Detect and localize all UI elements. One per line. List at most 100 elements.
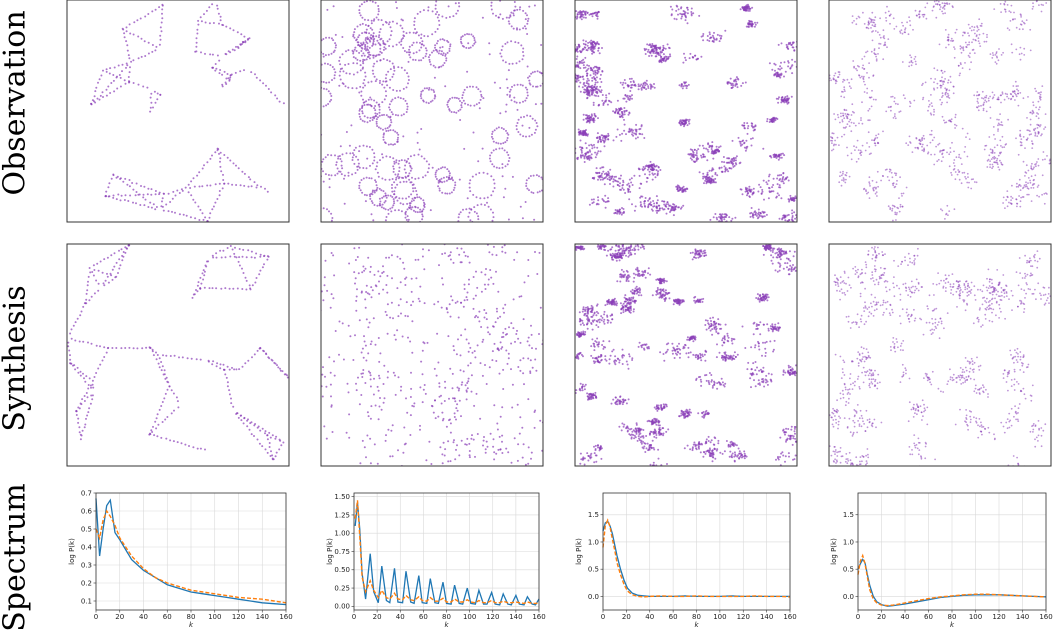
scatter-point	[685, 15, 687, 17]
scatter-point	[335, 47, 337, 49]
scatter-point	[407, 215, 409, 217]
scatter-point	[410, 193, 412, 195]
scatter-point	[375, 168, 377, 170]
scatter-point	[408, 49, 410, 51]
scatter-point	[526, 188, 528, 190]
scatter-point	[390, 100, 392, 102]
scatter-point	[600, 150, 602, 152]
scatter-point	[835, 82, 837, 84]
scatter-point	[363, 1, 365, 3]
scatter-point	[534, 5, 536, 7]
scatter-point	[377, 116, 379, 118]
scatter-point	[455, 112, 457, 114]
scatter-point	[943, 149, 945, 151]
scatter-point	[890, 96, 892, 98]
scatter-point	[971, 30, 973, 32]
scatter-point	[1038, 101, 1040, 103]
scatter-point	[742, 7, 744, 9]
scatter-point	[1003, 146, 1005, 148]
scatter-point	[848, 121, 850, 123]
scatter-point	[1008, 202, 1010, 204]
scatter-point	[605, 94, 607, 96]
scatter-point	[604, 183, 606, 185]
scatter-point	[590, 156, 592, 158]
scatter-point	[596, 154, 598, 156]
scatter-point	[341, 165, 343, 167]
scatter-point	[136, 191, 138, 193]
scatter-point	[487, 173, 489, 175]
scatter-point	[972, 49, 974, 51]
scatter-point	[688, 121, 690, 123]
scatter-point	[473, 43, 475, 45]
scatter-point	[843, 134, 845, 136]
scatter-point	[933, 81, 935, 83]
scatter-point	[581, 18, 583, 20]
scatter-point	[362, 167, 364, 169]
scatter-point	[1038, 185, 1040, 187]
scatter-point	[507, 41, 509, 43]
scatter-point	[593, 104, 595, 106]
scatter-point	[876, 191, 878, 193]
scatter-point	[651, 164, 653, 166]
scatter-point	[781, 217, 783, 219]
scatter-point	[380, 59, 382, 61]
scatter-point	[532, 71, 534, 73]
scatter-point	[584, 57, 586, 59]
scatter-point	[94, 95, 96, 97]
scatter-point	[435, 172, 437, 174]
scatter-point	[859, 153, 861, 155]
scatter-point	[375, 2, 377, 4]
scatter-point	[619, 116, 621, 118]
scatter-point	[372, 73, 374, 75]
scatter-point	[516, 62, 518, 64]
scatter-point	[414, 187, 416, 189]
scatter-point	[507, 134, 509, 136]
scatter-point	[751, 23, 753, 25]
scatter-point	[364, 72, 366, 74]
scatter-point	[501, 56, 503, 58]
scatter-point	[422, 57, 424, 59]
scatter-point	[1019, 134, 1021, 136]
scatter-point	[365, 37, 367, 39]
scatter-point	[780, 197, 782, 199]
scatter-point	[867, 119, 869, 121]
scatter-point	[593, 201, 595, 203]
scatter-point	[507, 87, 509, 89]
scatter-point	[502, 60, 504, 62]
scatter-point	[423, 205, 425, 207]
scatter-point	[392, 157, 394, 159]
scatter-point	[325, 104, 327, 106]
scatter-point	[385, 81, 387, 83]
scatter-point	[894, 212, 896, 214]
scatter-point	[740, 143, 742, 145]
scatter-point	[864, 23, 866, 25]
scatter-point	[680, 6, 682, 8]
scatter-point	[894, 97, 896, 99]
scatter-point	[622, 181, 624, 183]
scatter-point	[699, 145, 701, 147]
scatter-point	[103, 282, 105, 284]
scatter-point	[121, 248, 123, 250]
scatter-point	[690, 11, 692, 13]
scatter-point	[209, 158, 211, 160]
scatter-point	[469, 190, 471, 192]
scatter-point	[594, 42, 596, 44]
scatter-point	[661, 51, 663, 53]
scatter-point	[843, 96, 845, 98]
scatter-point	[607, 197, 609, 199]
scatter-point	[395, 114, 397, 116]
scatter-point	[711, 145, 713, 147]
scatter-point	[903, 94, 905, 96]
scatter-point	[942, 81, 944, 83]
scatter-point	[941, 210, 943, 212]
scatter-point	[570, 71, 572, 73]
scatter-point	[867, 110, 869, 112]
scatter-point	[420, 34, 422, 36]
scatter-point	[168, 193, 170, 195]
scatter-point	[150, 97, 152, 99]
scatter-point	[930, 142, 932, 144]
scatter-point	[537, 70, 539, 72]
scatter-point	[401, 19, 403, 21]
scatter-point	[836, 81, 838, 83]
scatter-point	[671, 206, 673, 208]
